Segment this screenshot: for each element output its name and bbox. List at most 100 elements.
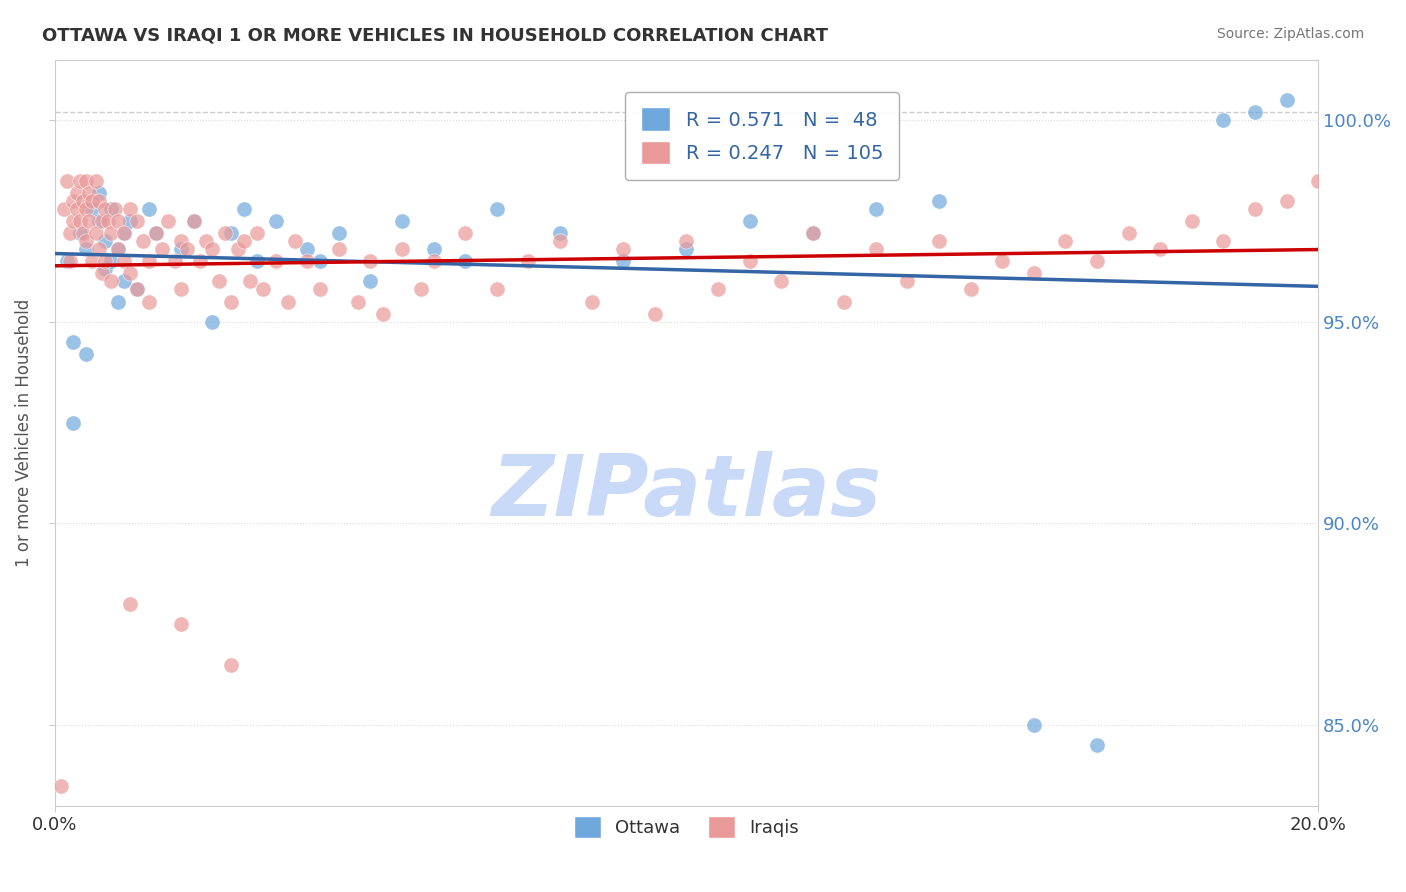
Point [103,202,125,216]
Point [233,234,256,248]
Text: ZIPatlas: ZIPatlas [491,450,882,533]
Point [120,266,142,280]
Point [87,194,110,208]
Point [1308,173,1330,187]
Point [928,194,950,208]
Point [1212,113,1234,128]
Point [264,214,287,228]
Point [94,262,117,277]
Point [170,617,193,632]
Point [801,226,824,240]
Point [94,234,117,248]
Point [75,202,97,216]
Point [112,226,135,240]
Point [66,202,89,216]
Point [1118,226,1140,240]
Point [1085,738,1108,752]
Point [346,294,368,309]
Point [801,226,824,240]
Point [138,254,160,268]
Point [125,214,148,228]
Point [1181,214,1204,228]
Point [183,214,205,228]
Point [120,597,142,611]
Point [107,214,129,228]
Point [120,214,142,228]
Point [69,226,91,240]
Point [56,173,79,187]
Point [1244,105,1267,120]
Point [214,226,236,240]
Point [1275,194,1298,208]
Point [221,226,243,240]
Point [675,242,697,256]
Point [738,254,761,268]
Text: Source: ZipAtlas.com: Source: ZipAtlas.com [1216,27,1364,41]
Point [548,234,571,248]
Point [183,214,205,228]
Point [297,254,319,268]
Point [865,202,887,216]
Point [264,254,287,268]
Point [62,194,84,208]
Point [112,254,135,268]
Point [422,254,444,268]
Point [72,194,94,208]
Point [309,254,332,268]
Point [112,226,135,240]
Point [1275,93,1298,107]
Point [454,254,477,268]
Point [77,186,100,200]
Point [176,242,198,256]
Point [246,254,269,268]
Point [896,274,918,288]
Text: OTTAWA VS IRAQI 1 OR MORE VEHICLES IN HOUSEHOLD CORRELATION CHART: OTTAWA VS IRAQI 1 OR MORE VEHICLES IN HO… [42,27,828,45]
Point [75,234,97,248]
Point [738,214,761,228]
Point [208,274,231,288]
Point [90,266,112,280]
Point [371,307,394,321]
Point [252,283,274,297]
Point [138,202,160,216]
Point [309,283,332,297]
Point [1022,718,1045,732]
Point [391,242,413,256]
Point [612,254,634,268]
Point [1244,202,1267,216]
Point [87,214,110,228]
Point [328,242,350,256]
Point [170,242,193,256]
Point [62,334,84,349]
Point [97,214,120,228]
Point [170,283,193,297]
Point [138,294,160,309]
Point [277,294,299,309]
Legend: Ottawa, Iraqis: Ottawa, Iraqis [567,809,806,846]
Point [100,254,122,268]
Point [69,214,91,228]
Point [94,254,117,268]
Point [246,226,269,240]
Point [1212,234,1234,248]
Point [1149,242,1171,256]
Point [125,283,148,297]
Point [284,234,307,248]
Point [928,234,950,248]
Point [77,214,100,228]
Point [59,226,82,240]
Point [66,186,89,200]
Point [59,254,82,268]
Point [94,202,117,216]
Point [145,226,167,240]
Point [409,283,432,297]
Point [991,254,1014,268]
Point [359,274,381,288]
Point [107,294,129,309]
Point [359,254,381,268]
Point [485,202,508,216]
Point [201,315,224,329]
Point [644,307,666,321]
Point [170,234,193,248]
Point [120,202,142,216]
